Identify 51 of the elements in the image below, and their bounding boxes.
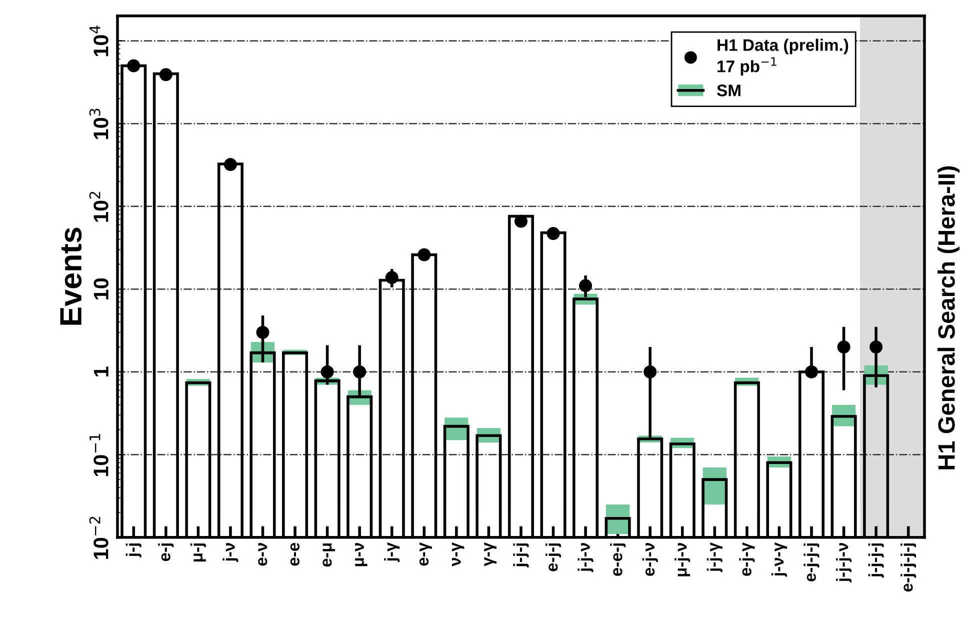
legend-label: SM (717, 84, 740, 96)
y-tick-label: 10$^{4}$ (90, 26, 108, 56)
point (127, 59, 140, 72)
y-tick-label: 10$^{3}$ (89, 108, 108, 139)
x-tick-label: e-j-j-j (804, 543, 820, 582)
point (870, 340, 883, 354)
point (418, 248, 431, 262)
x-tick-label: j-j-γ (706, 542, 722, 572)
point (353, 365, 366, 378)
point (159, 68, 172, 82)
y-tick-label: 1 (94, 366, 108, 376)
text: H1 General Search (Hera-II) (938, 166, 960, 470)
legend-label: H1 Data (prelim.) 17 pb$^{−1}$ (718, 38, 848, 76)
x-tick-label: j-γ (384, 542, 400, 562)
x-tick-label: j-j-j (513, 543, 529, 568)
x-tick-label: γ-γ (484, 542, 496, 566)
point (644, 365, 657, 378)
point (320, 365, 334, 378)
point (837, 340, 850, 354)
x-tick-label: e-j (158, 543, 174, 562)
x-tick-label: e-j-ν (642, 543, 658, 576)
x-tick-label: μ-ν (355, 543, 368, 566)
x-tick-label: μ-j (190, 543, 206, 562)
y-tick-label: 10 (94, 278, 109, 300)
x-tick-label: e-j-γ (739, 542, 755, 576)
point (256, 326, 270, 339)
x-tick-label: e-e (290, 542, 300, 566)
x-tick-label: ν-γ (452, 542, 464, 566)
x-tick-label: e-j-j (545, 543, 562, 572)
y-axis-title: Events (60, 228, 82, 325)
point (579, 279, 592, 292)
x-tick-label: j-ν (222, 543, 238, 562)
x-tick-label: e-ν (258, 543, 268, 566)
x-tick-label: j-j (126, 543, 142, 558)
y-tick-label: 10$^{−2}$ (89, 516, 108, 559)
x-tick-label: j-j-ν (578, 543, 594, 572)
x-tick-label: e-μ (322, 543, 335, 567)
x-tick-label: μ-j-ν (674, 543, 690, 576)
x-tick-label: e-γ (419, 542, 432, 566)
x-tick-label: e-e-j (610, 543, 626, 576)
y-tick-label: 10$^{−1}$ (90, 434, 108, 476)
point (514, 214, 528, 228)
x-tick-label: j-j-j-ν (836, 543, 852, 582)
point (385, 271, 398, 284)
y-tick-label: 10$^{2}$ (89, 192, 108, 222)
point (804, 365, 818, 378)
point (224, 158, 237, 172)
point (546, 226, 560, 240)
x-tick-label: e-j-j-j-j (900, 543, 916, 592)
x-tick-label: j-j-j-j (868, 543, 884, 578)
x-tick-label: j-ν-γ (771, 542, 787, 577)
